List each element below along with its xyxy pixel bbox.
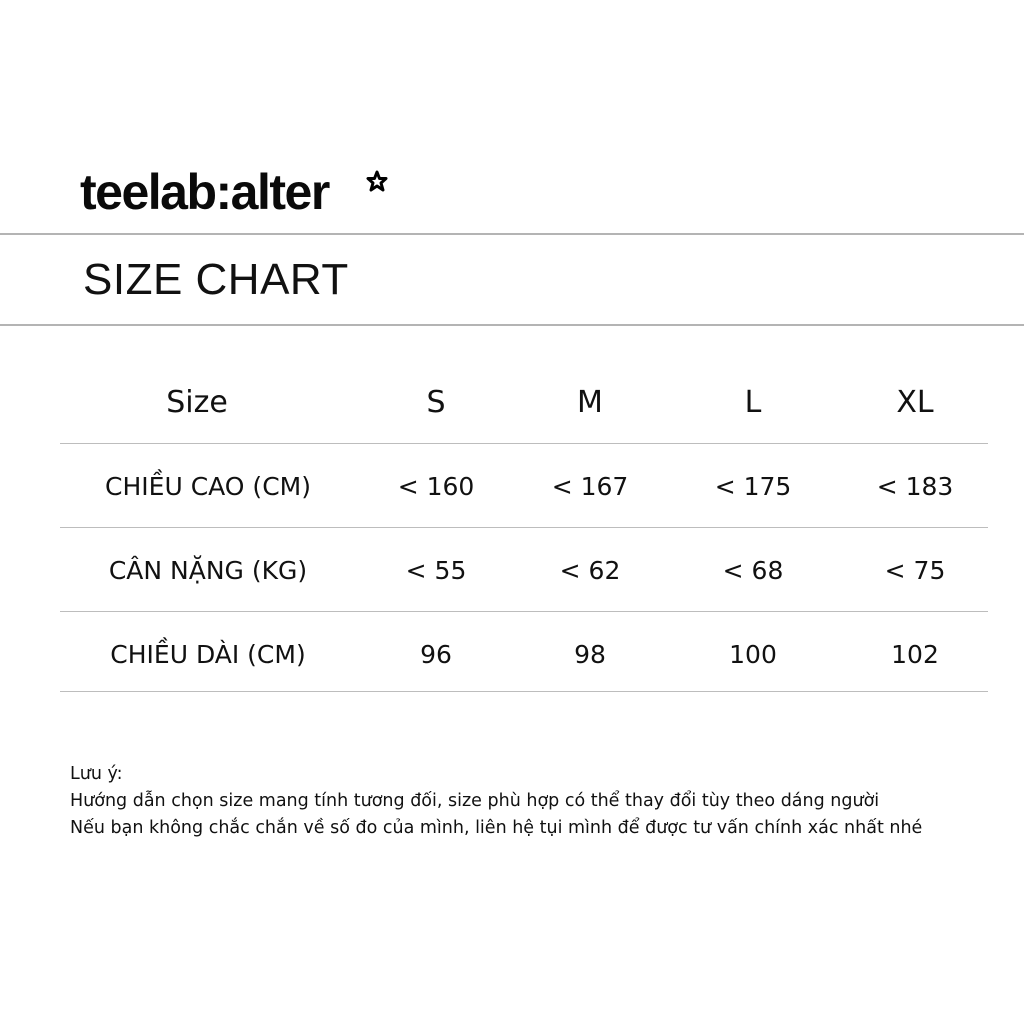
- row-divider: [60, 611, 988, 612]
- divider: [0, 324, 1024, 326]
- cell: < 68: [722, 555, 784, 585]
- table-row: CHIỀU DÀI (CM) 96 98 100 102: [60, 612, 988, 696]
- table-row: CHIỀU CAO (CM) < 160 < 167 < 175 < 183: [60, 444, 988, 528]
- cell: < 183: [876, 471, 954, 501]
- row-divider: [60, 527, 988, 528]
- cell: < 167: [551, 471, 629, 501]
- page-title: SIZE CHART: [83, 255, 349, 304]
- cell: < 160: [397, 471, 475, 501]
- header-size: Size: [166, 384, 228, 420]
- row-divider: [60, 691, 988, 692]
- cell: < 62: [559, 555, 621, 585]
- header-s: S: [426, 384, 446, 420]
- cell: < 175: [714, 471, 792, 501]
- header-m: M: [577, 384, 603, 420]
- row-label: CHIỀU CAO (CM): [105, 471, 311, 501]
- cell: < 75: [884, 555, 946, 585]
- table-row: CÂN NẶNG (KG) < 55 < 62 < 68 < 75: [60, 528, 988, 612]
- cell: 100: [729, 639, 777, 669]
- row-label: CHIỀU DÀI (CM): [110, 639, 306, 669]
- header-l: L: [744, 384, 762, 420]
- row-label: CÂN NẶNG (KG): [108, 555, 308, 585]
- note-line: Nếu bạn không chắc chắn về số đo của mìn…: [70, 818, 923, 838]
- notes-heading: Lưu ý:: [70, 764, 123, 784]
- cell: 98: [574, 639, 606, 669]
- notes: Lưu ý: Hướng dẫn chọn size mang tính tươ…: [70, 761, 922, 842]
- brand-logo: teelab:alter: [80, 164, 330, 220]
- star-icon: [366, 170, 388, 192]
- header-xl: XL: [896, 384, 934, 420]
- table-header-row: Size S M L XL: [60, 360, 988, 444]
- row-divider: [60, 443, 988, 444]
- cell: < 55: [405, 555, 467, 585]
- note-line: Hướng dẫn chọn size mang tính tương đối,…: [70, 791, 880, 811]
- cell: 96: [420, 639, 452, 669]
- cell: 102: [891, 639, 939, 669]
- divider: [0, 233, 1024, 235]
